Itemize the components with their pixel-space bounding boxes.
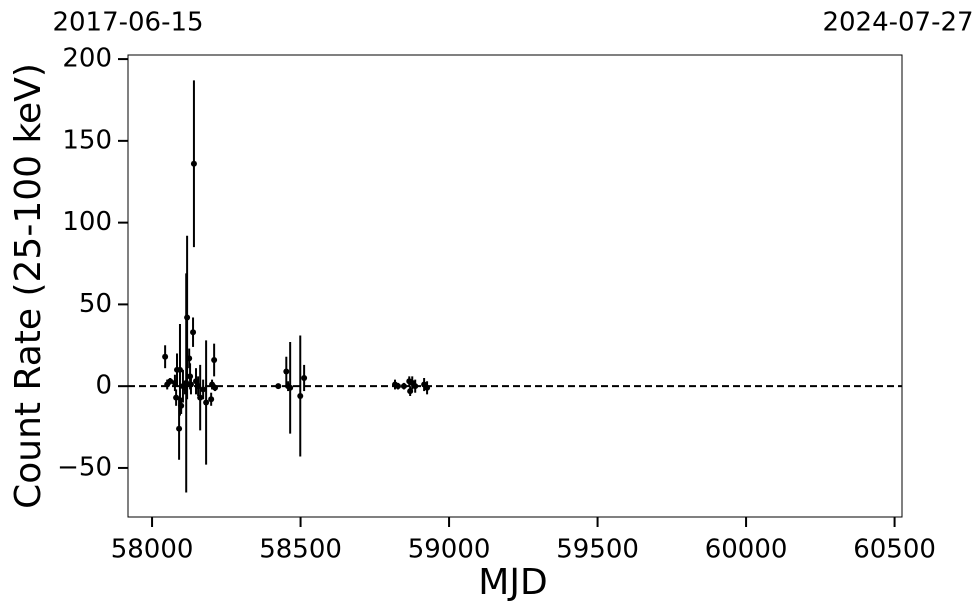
top-date-label: 2017-06-15 bbox=[52, 8, 203, 38]
data-point bbox=[167, 378, 174, 385]
y-tick-label: 100 bbox=[62, 207, 112, 237]
y-tick-label: 150 bbox=[62, 125, 112, 155]
data-point bbox=[162, 353, 169, 360]
plot-frame bbox=[127, 54, 903, 518]
data-point bbox=[394, 383, 401, 390]
top-date-label: 2024-07-27 bbox=[822, 8, 973, 38]
y-tick-label: −50 bbox=[57, 452, 112, 482]
data-point bbox=[283, 368, 290, 375]
data-point bbox=[412, 383, 419, 390]
y-tick-label: 200 bbox=[62, 44, 112, 74]
x-tick-label: 58500 bbox=[259, 535, 342, 565]
data-point bbox=[190, 160, 197, 167]
data-point bbox=[178, 402, 185, 409]
data-point bbox=[212, 384, 219, 391]
data-point bbox=[190, 329, 197, 336]
y-axis-label: Count Rate (25-100 keV) bbox=[8, 63, 49, 509]
x-tick-label: 59000 bbox=[408, 535, 491, 565]
data-point bbox=[400, 383, 407, 390]
data-point bbox=[203, 399, 210, 406]
x-axis-label: MJD bbox=[478, 562, 547, 603]
data-point bbox=[197, 394, 204, 401]
data-point bbox=[176, 425, 183, 432]
data-point bbox=[424, 384, 431, 391]
y-tick-label: 50 bbox=[79, 289, 112, 319]
data-point bbox=[211, 357, 218, 364]
data-point bbox=[297, 392, 304, 399]
x-tick-label: 59500 bbox=[556, 535, 639, 565]
data-point bbox=[275, 383, 282, 390]
data-point bbox=[200, 386, 207, 393]
data-point bbox=[187, 381, 194, 388]
data-point bbox=[301, 374, 308, 381]
x-tick-label: 60500 bbox=[853, 535, 936, 565]
data-point bbox=[183, 379, 190, 386]
data-point bbox=[176, 366, 183, 373]
data-point bbox=[173, 394, 180, 401]
data-point bbox=[287, 384, 294, 391]
x-tick-label: 60000 bbox=[705, 535, 788, 565]
y-tick-label: 0 bbox=[95, 371, 112, 401]
x-tick-label: 58000 bbox=[111, 535, 194, 565]
data-point bbox=[407, 388, 414, 395]
data-point bbox=[186, 355, 193, 362]
data-point bbox=[208, 396, 215, 403]
